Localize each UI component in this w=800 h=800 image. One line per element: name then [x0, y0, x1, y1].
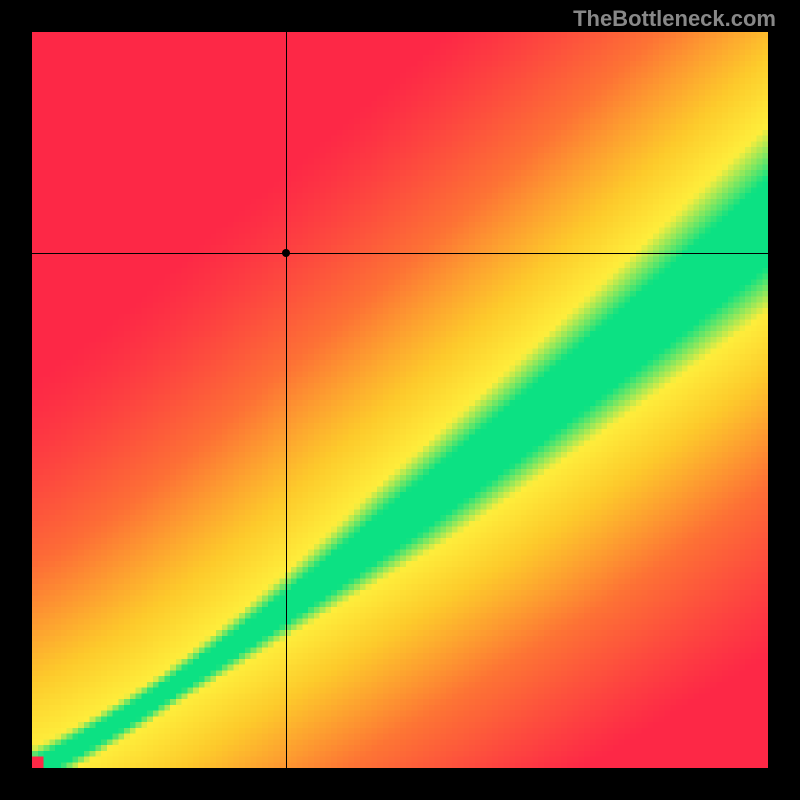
data-point-marker	[282, 249, 290, 257]
heatmap-canvas	[32, 32, 768, 768]
crosshair-vertical	[286, 32, 287, 768]
watermark-text: TheBottleneck.com	[573, 6, 776, 32]
crosshair-horizontal	[32, 253, 768, 254]
heatmap-chart	[32, 32, 768, 768]
